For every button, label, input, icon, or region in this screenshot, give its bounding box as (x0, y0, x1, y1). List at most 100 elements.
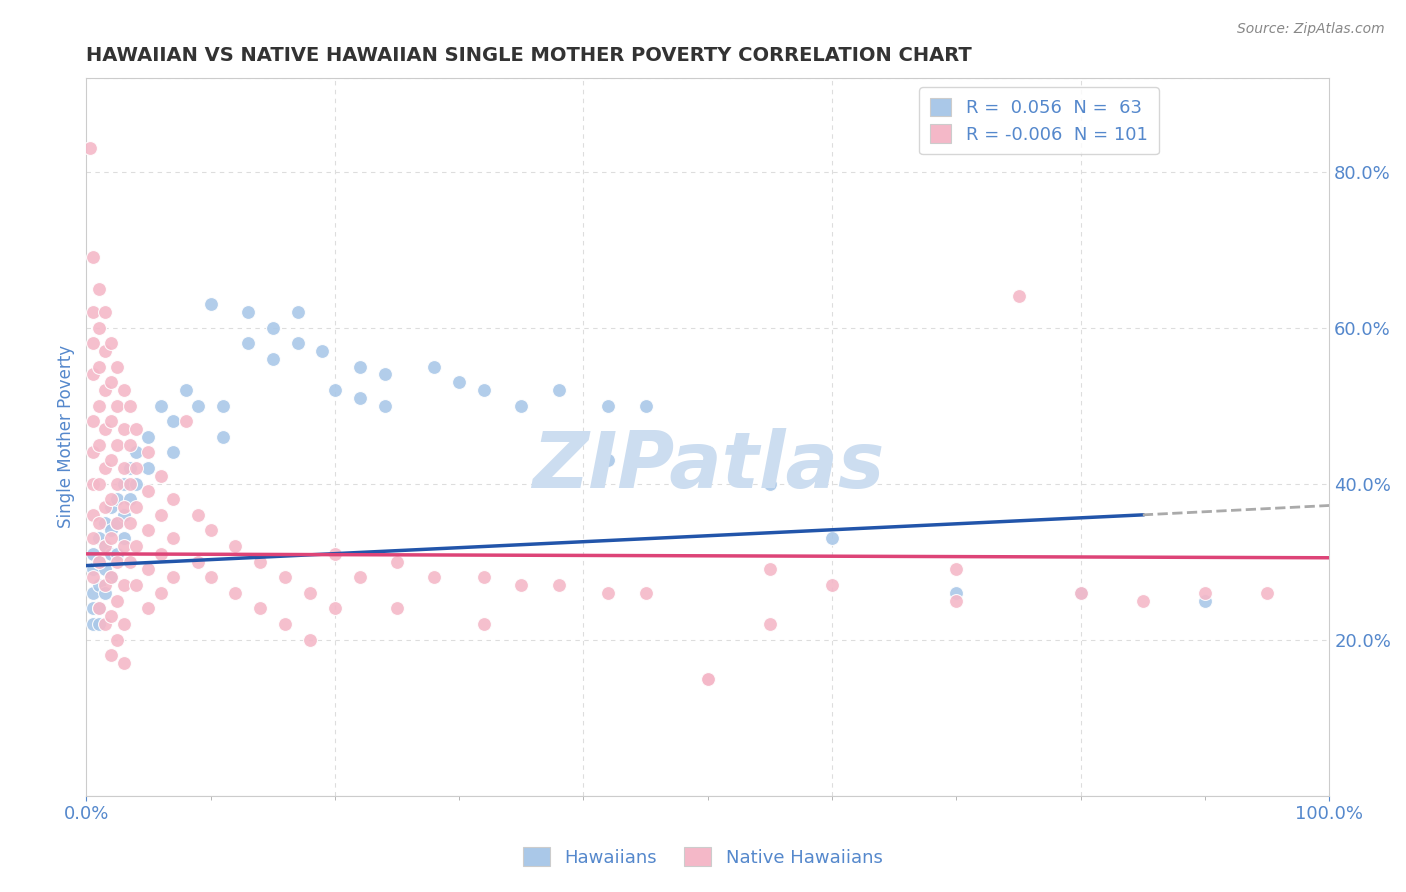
Point (696, 672, 718, 686)
Point (598, 586, 620, 600)
Point (94, 562, 117, 576)
Point (174, 414, 197, 428)
Point (224, 586, 246, 600)
Point (374, 399, 396, 413)
Point (945, 593, 967, 607)
Point (105, 516, 128, 530)
Point (149, 586, 172, 600)
Point (299, 632, 322, 647)
Point (274, 617, 297, 632)
Point (94, 422, 117, 436)
Point (323, 547, 346, 561)
Point (349, 570, 371, 584)
Point (100, 375, 122, 389)
Point (162, 445, 184, 459)
Point (472, 570, 495, 584)
Point (125, 539, 148, 553)
Point (423, 359, 446, 374)
Point (249, 601, 271, 615)
Point (821, 531, 844, 545)
Point (510, 399, 533, 413)
Point (349, 391, 371, 405)
Point (105, 555, 128, 569)
Point (82, 368, 104, 382)
Point (125, 476, 148, 491)
Point (100, 336, 122, 351)
Point (79, 141, 101, 155)
Point (118, 516, 141, 530)
Point (112, 508, 135, 522)
Point (200, 570, 222, 584)
Point (82, 562, 104, 576)
Point (138, 461, 160, 475)
Point (262, 320, 284, 334)
Point (224, 539, 246, 553)
Point (82, 508, 104, 522)
Point (236, 336, 259, 351)
Text: HAWAIIAN VS NATIVE HAWAIIAN SINGLE MOTHER POVERTY CORRELATION CHART: HAWAIIAN VS NATIVE HAWAIIAN SINGLE MOTHE… (86, 46, 972, 65)
Point (510, 578, 533, 592)
Point (100, 648, 122, 663)
Point (547, 578, 569, 592)
Point (374, 368, 396, 382)
Point (105, 492, 128, 507)
Point (105, 547, 128, 561)
Point (162, 492, 184, 507)
Point (287, 336, 309, 351)
Point (100, 570, 122, 584)
Point (100, 609, 122, 624)
Point (634, 586, 657, 600)
Point (472, 383, 495, 397)
Point (1070, 586, 1092, 600)
Point (945, 562, 967, 576)
Legend: R =  0.056  N =  63, R = -0.006  N = 101: R = 0.056 N = 63, R = -0.006 N = 101 (920, 87, 1159, 154)
Point (100, 500, 122, 514)
Point (1070, 586, 1092, 600)
Point (274, 570, 297, 584)
Point (105, 632, 128, 647)
Point (105, 476, 128, 491)
Point (82, 445, 104, 459)
Point (323, 601, 346, 615)
Point (82, 531, 104, 545)
Point (634, 399, 657, 413)
Point (112, 383, 135, 397)
Point (187, 555, 209, 569)
Point (87, 320, 110, 334)
Point (423, 570, 446, 584)
Point (87, 578, 110, 592)
Point (100, 524, 122, 538)
Point (262, 351, 284, 366)
Point (696, 445, 718, 459)
Point (200, 524, 222, 538)
Point (547, 383, 569, 397)
Point (1256, 586, 1278, 600)
Point (87, 531, 110, 545)
Point (118, 476, 141, 491)
Point (125, 578, 148, 592)
Point (112, 476, 135, 491)
Point (200, 297, 222, 311)
Point (1194, 586, 1216, 600)
Point (138, 524, 160, 538)
Point (598, 453, 620, 467)
Point (125, 422, 148, 436)
Point (94, 586, 117, 600)
Point (100, 453, 122, 467)
Point (821, 578, 844, 592)
Point (94, 617, 117, 632)
Point (94, 516, 117, 530)
Point (187, 508, 209, 522)
Point (149, 399, 172, 413)
Point (105, 516, 128, 530)
Point (105, 437, 128, 451)
Point (299, 586, 322, 600)
Point (236, 305, 259, 319)
Point (94, 461, 117, 475)
Point (162, 531, 184, 545)
Point (100, 531, 122, 545)
Point (472, 617, 495, 632)
Point (82, 414, 104, 428)
Point (112, 500, 135, 514)
Point (82, 586, 104, 600)
